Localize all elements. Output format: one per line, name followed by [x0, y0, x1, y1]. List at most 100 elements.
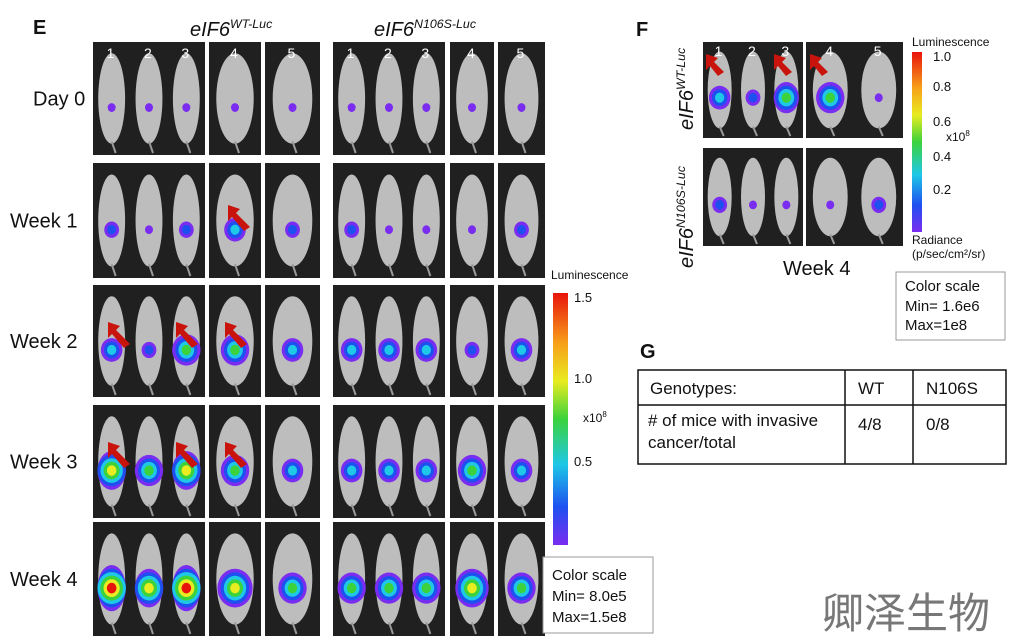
mouse-body: [412, 174, 440, 267]
signal: [107, 103, 116, 112]
signal: [347, 344, 357, 356]
mouse-tail: [425, 383, 432, 396]
mouse-tail: [110, 383, 117, 396]
signal: [287, 344, 298, 356]
mouse-tail: [388, 263, 394, 277]
mouse-body: [456, 296, 488, 386]
mouse-tail: [425, 504, 432, 517]
scale-title: Color scale: [552, 567, 627, 584]
mouse-body: [338, 174, 366, 267]
mouse-body: [456, 174, 488, 267]
mouse-tail: [829, 126, 836, 137]
row-label-base: eIF6: [676, 89, 698, 130]
table-cell: N106S: [926, 379, 978, 398]
mouse-body: [135, 296, 163, 386]
signal: [181, 465, 192, 476]
mouse-tail: [234, 621, 240, 635]
mouse-body: [774, 157, 799, 237]
arrow: [774, 54, 792, 76]
scale-max: Max=1e8: [905, 317, 967, 334]
mouse-body: [412, 53, 440, 144]
row-label: Week 3: [10, 452, 77, 474]
arrow: [810, 54, 828, 76]
colorbar-title: Luminescence: [551, 268, 629, 282]
mouse-tail: [520, 504, 527, 517]
signal: [230, 465, 240, 476]
row-label-sup: WT-Luc: [674, 47, 688, 90]
mouse-tail: [471, 141, 477, 154]
signal: [144, 582, 154, 594]
mouse-tail: [877, 233, 884, 245]
colorbar-tick: 1.5: [574, 290, 592, 305]
mouse-number: 1: [107, 45, 115, 61]
mouse-number: 4: [467, 45, 475, 61]
row-label: Week 2: [10, 331, 77, 353]
mouse-tail: [718, 233, 725, 245]
group-title-base: eIF6: [374, 19, 415, 41]
mouse-body: [135, 174, 163, 267]
scale-max: Max=1.5e8: [552, 609, 627, 626]
arrow: [228, 205, 250, 231]
mouse-tail: [471, 383, 477, 396]
signal: [287, 582, 298, 594]
mouse-number: 5: [517, 45, 525, 61]
watermark: 卿泽生物: [822, 589, 990, 638]
signal: [107, 344, 117, 356]
signal: [825, 92, 835, 103]
mouse-tail: [425, 621, 432, 635]
table-cell: WT: [858, 379, 884, 398]
mouse-body: [135, 53, 163, 144]
mouse-number: 1: [347, 45, 355, 61]
signal: [231, 103, 239, 112]
signal: [347, 224, 357, 235]
panel-label: E: [33, 17, 46, 39]
mouse-body: [98, 53, 126, 144]
mouse-number: 2: [748, 43, 756, 59]
signal: [468, 225, 476, 235]
mouse-body: [741, 157, 765, 237]
mouse-tail: [752, 126, 758, 137]
mouse-tail: [388, 621, 394, 635]
mouse-tail: [471, 504, 477, 517]
mouse-tail: [785, 126, 792, 137]
signal: [826, 200, 835, 210]
signal: [421, 582, 432, 594]
mouse-tail: [350, 621, 357, 635]
mouse-tail: [350, 263, 357, 277]
signal: [106, 465, 117, 476]
mouse-body: [375, 53, 403, 144]
mouse-tail: [185, 504, 192, 517]
signal: [145, 225, 153, 235]
signal: [781, 92, 792, 103]
signal: [230, 224, 240, 235]
mouse-body: [456, 53, 488, 144]
signal: [516, 344, 527, 356]
signal: [467, 345, 477, 355]
mouse-tail: [520, 383, 527, 396]
table-cell: Genotypes:: [650, 379, 737, 398]
mouse-tail: [471, 621, 477, 635]
signal: [182, 103, 191, 112]
table-cell: # of mice with invasive cancer/total: [648, 411, 819, 452]
colorbar: [912, 52, 922, 232]
signal: [384, 465, 394, 476]
mouse-tail: [388, 141, 394, 154]
mouse-tail: [148, 263, 154, 277]
signal: [181, 344, 192, 356]
colorbar-unit: x108: [583, 410, 607, 425]
signal: [517, 103, 526, 112]
mouse-tail: [148, 504, 154, 517]
signal: [421, 344, 431, 356]
mouse-number: 3: [781, 43, 789, 59]
signal: [715, 199, 725, 210]
mouse-tail: [185, 383, 192, 396]
signal: [144, 465, 154, 476]
signal: [516, 465, 527, 476]
signal: [422, 225, 431, 235]
signal: [288, 224, 297, 235]
signal: [384, 582, 394, 594]
mouse-tail: [234, 383, 240, 396]
colorbar-tick: 0.8: [933, 79, 951, 94]
mouse-tail: [185, 263, 192, 277]
mouse-tail: [388, 383, 394, 396]
